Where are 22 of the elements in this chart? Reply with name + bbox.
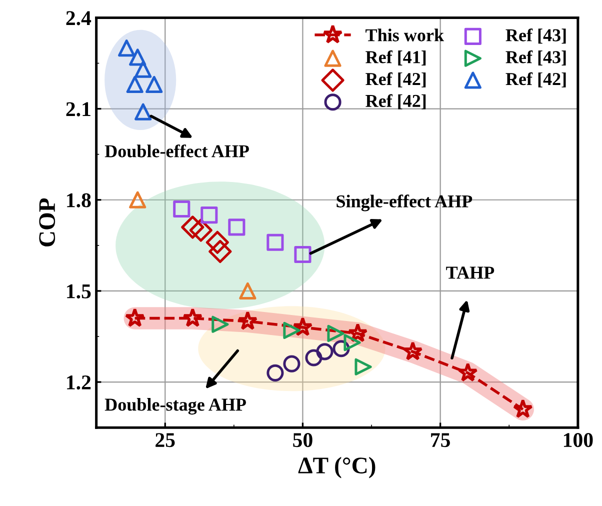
legend-label: Ref [41] (366, 50, 426, 66)
x-tick-label: 75 (431, 433, 450, 448)
y-axis-title: COP (39, 198, 56, 246)
x-tick-label: 50 (293, 433, 312, 448)
legend-label: Ref [42] (506, 72, 566, 88)
legend-label: Ref [42] (366, 94, 426, 110)
y-tick-label: 2.4 (66, 11, 92, 26)
annotation: Double-effect AHP (104, 144, 249, 158)
legend-label: Ref [43] (506, 50, 566, 66)
y-tick-label: 2.1 (66, 102, 90, 116)
legend-label: Ref [42] (366, 72, 426, 88)
annotation: Single-effect AHP (336, 194, 472, 212)
x-tick-label: 25 (156, 433, 175, 448)
y-tick-label: 1.2 (67, 375, 91, 390)
legend-label: Ref [43] (506, 28, 566, 44)
annotation: TAHP (446, 266, 494, 279)
y-tick-label: 1.8 (67, 193, 91, 208)
x-tick-label: 100 (564, 433, 593, 448)
x-axis-title: ΔT (°C) (298, 456, 376, 478)
annotation: Double-stage AHP (104, 398, 246, 415)
legend-label: This work (366, 28, 444, 42)
y-tick-label: 1.5 (67, 284, 91, 298)
